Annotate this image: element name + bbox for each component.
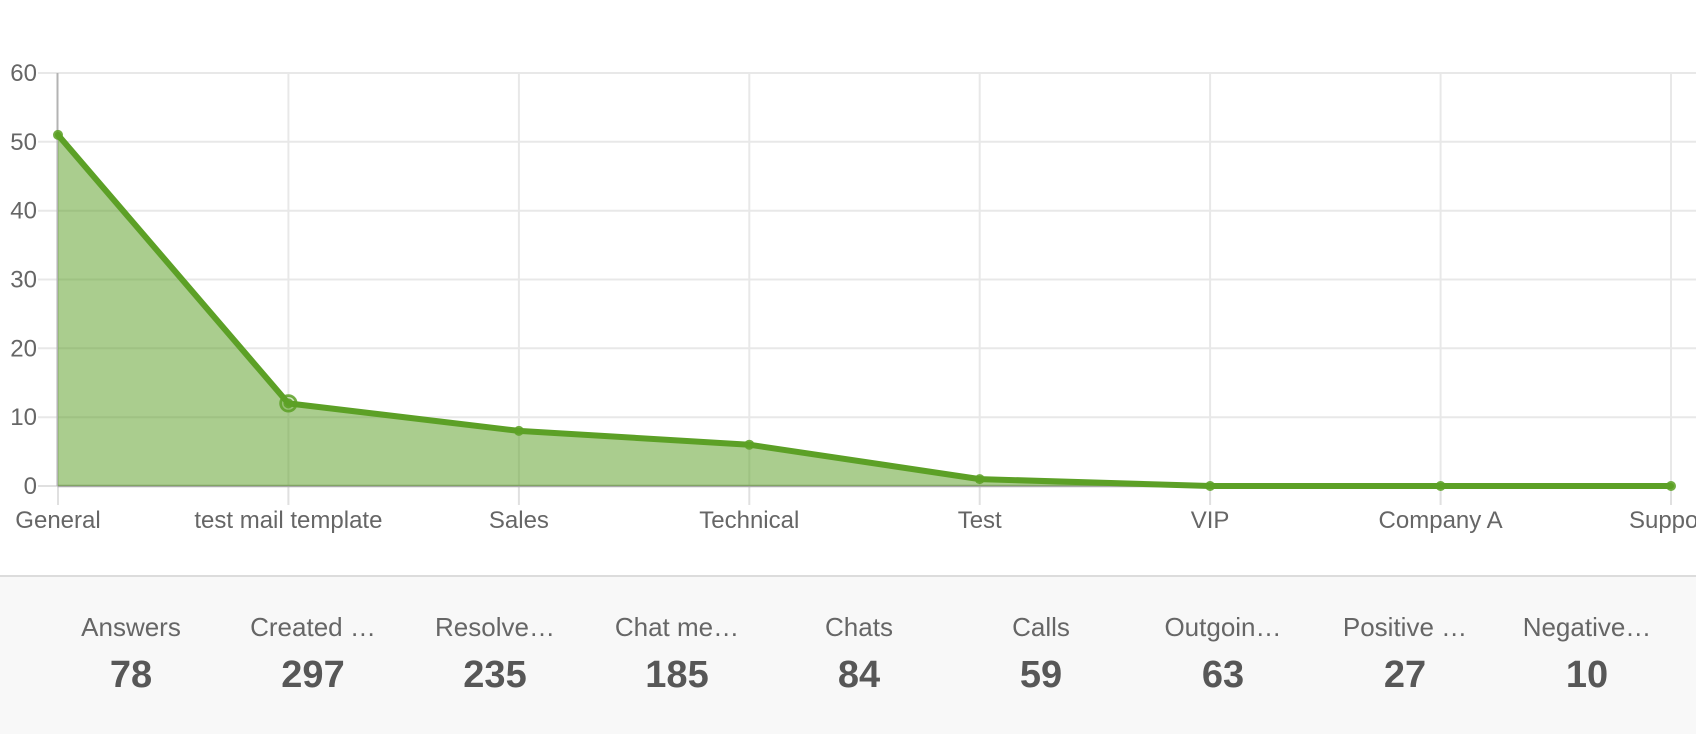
svg-text:10: 10 — [10, 404, 37, 431]
svg-text:Sales: Sales — [489, 507, 549, 534]
svg-text:20: 20 — [10, 335, 37, 362]
svg-text:General: General — [15, 507, 100, 534]
svg-text:0: 0 — [24, 473, 37, 500]
svg-text:VIP: VIP — [1191, 507, 1230, 534]
svg-text:Test: Test — [958, 507, 1002, 534]
svg-text:test mail template: test mail template — [194, 507, 382, 534]
svg-text:Technical: Technical — [699, 507, 799, 534]
svg-text:30: 30 — [10, 267, 37, 294]
svg-text:50: 50 — [10, 129, 37, 156]
svg-text:Company A: Company A — [1379, 507, 1503, 534]
svg-text:60: 60 — [10, 60, 37, 87]
svg-text:40: 40 — [10, 198, 37, 225]
svg-text:Support: Support — [1629, 507, 1696, 534]
